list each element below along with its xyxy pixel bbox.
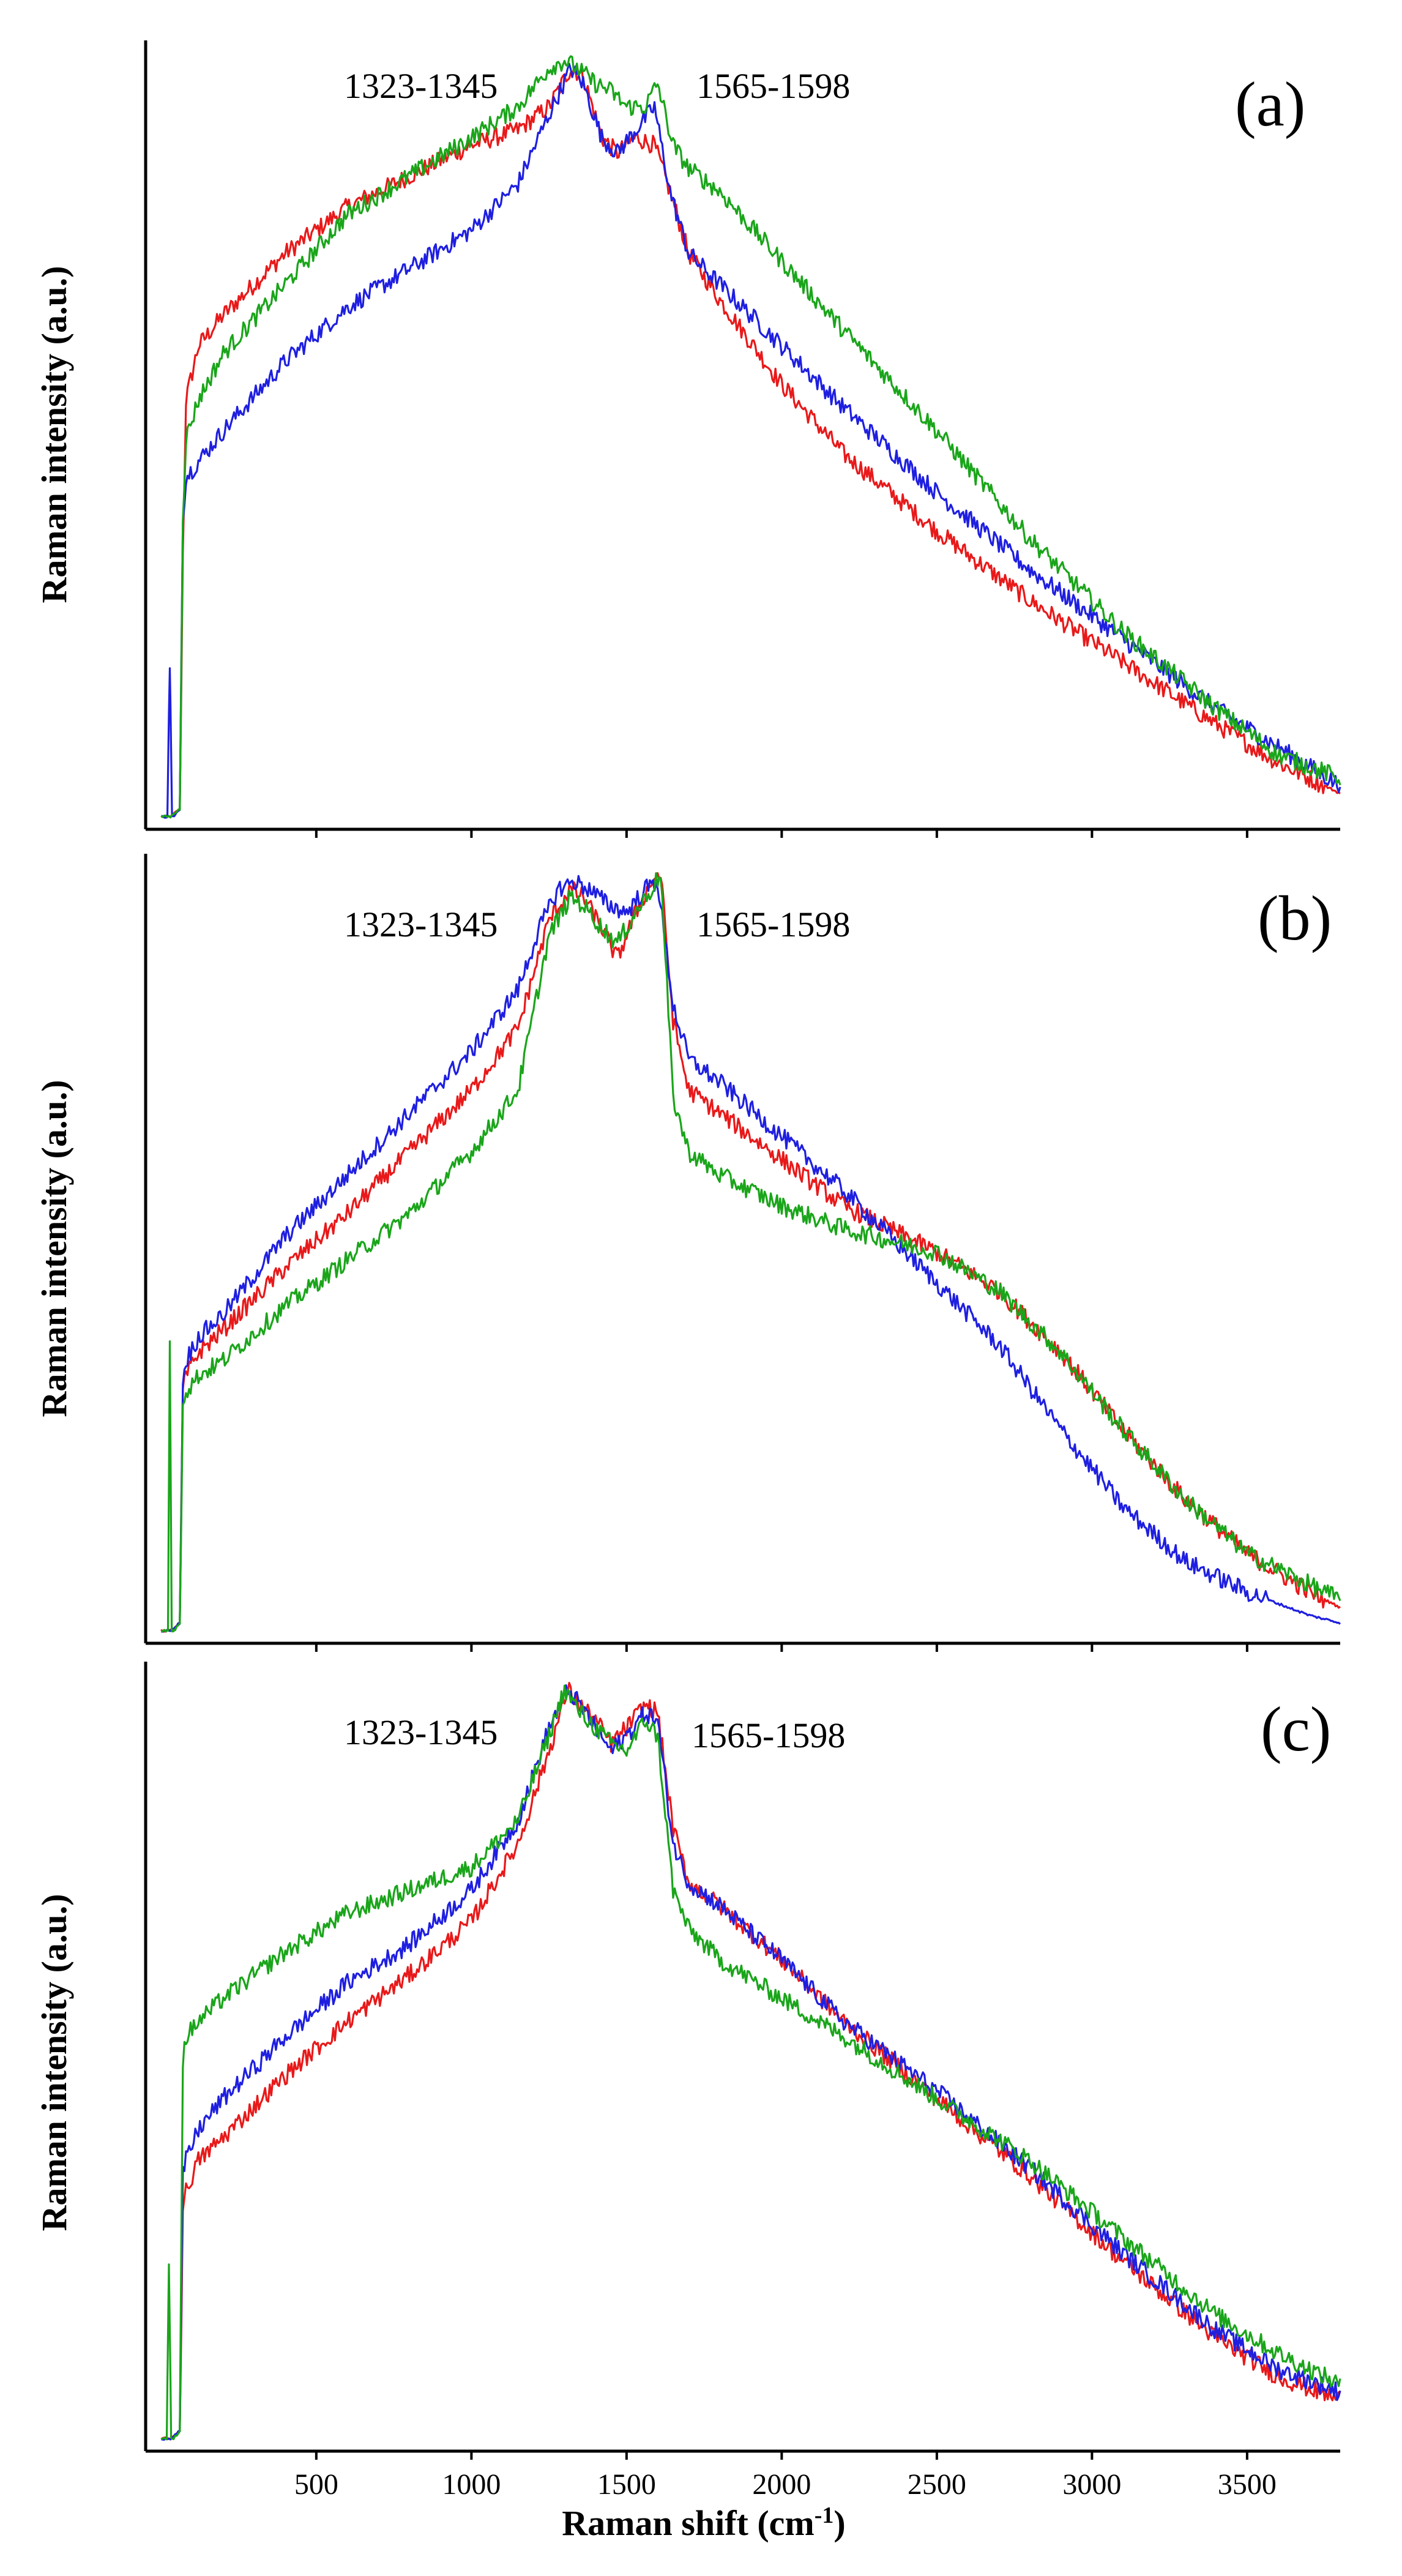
x-tick-label-1000: 1000 xyxy=(442,2468,501,2501)
panel-a-ticks xyxy=(315,829,1248,838)
panel-a-series-red xyxy=(160,66,1341,819)
panel-c-series-blue xyxy=(161,1684,1341,2441)
panel-b-peak-label-g: 1565-1598 xyxy=(696,905,850,944)
panel-b: Raman intensity (a.u.) 1323-1345 1565-15… xyxy=(34,854,1341,1652)
panel-c: 500 1000 1500 2000 2500 3000 3500 Raman intens… xyxy=(34,1662,1341,2543)
panel-c-series-green xyxy=(160,1684,1341,2441)
panel-b-label: (b) xyxy=(1258,883,1332,954)
x-tick-label-3000: 3000 xyxy=(1062,2468,1121,2501)
panel-c-peak-label-g: 1565-1598 xyxy=(692,1715,845,1755)
panel-a-series-blue xyxy=(161,62,1341,819)
x-tick-label-2000: 2000 xyxy=(752,2468,811,2501)
panel-b-series-green xyxy=(161,872,1341,1633)
x-axis-label-superscript: -1 xyxy=(815,2503,834,2528)
x-tick-label-500: 500 xyxy=(294,2468,338,2501)
panel-a-series xyxy=(160,55,1341,819)
x-axis-label-end: ) xyxy=(833,2503,845,2543)
panel-c-series-red xyxy=(160,1682,1341,2441)
x-axis-label: Raman shift (cm-1) xyxy=(562,2503,845,2543)
panel-b-series-red xyxy=(160,872,1341,1633)
panel-c-tick-labels: 500 1000 1500 2000 2500 3000 3500 xyxy=(294,2468,1277,2501)
panel-a: Raman intensity (a.u.) 1323-1345 1565-15… xyxy=(34,40,1341,838)
x-tick-label-3500: 3500 xyxy=(1218,2468,1277,2501)
panel-b-y-axis-label: Raman intensity (a.u.) xyxy=(34,1080,74,1417)
panel-b-ticks xyxy=(315,1643,1248,1652)
x-tick-label-1500: 1500 xyxy=(597,2468,656,2501)
panel-a-peak-label-g: 1565-1598 xyxy=(696,66,850,106)
panel-c-label: (c) xyxy=(1261,1694,1331,1764)
panel-c-peak-label-d: 1323-1345 xyxy=(344,1712,498,1752)
panel-a-peak-label-d: 1323-1345 xyxy=(344,66,498,106)
panel-a-y-axis-label: Raman intensity (a.u.) xyxy=(34,266,74,603)
panel-b-peak-label-d: 1323-1345 xyxy=(344,905,498,944)
panel-a-series-green xyxy=(160,55,1341,819)
x-axis-label-main: Raman shift (cm xyxy=(562,2503,814,2543)
panel-a-label: (a) xyxy=(1235,69,1305,140)
x-tick-label-2500: 2500 xyxy=(908,2468,966,2501)
panel-b-series-blue xyxy=(161,875,1341,1633)
panel-c-series xyxy=(160,1682,1341,2441)
panel-c-y-axis-label: Raman intensity (a.u.) xyxy=(34,1894,74,2231)
panel-b-series xyxy=(160,872,1341,1633)
panel-c-ticks xyxy=(315,2451,1248,2460)
